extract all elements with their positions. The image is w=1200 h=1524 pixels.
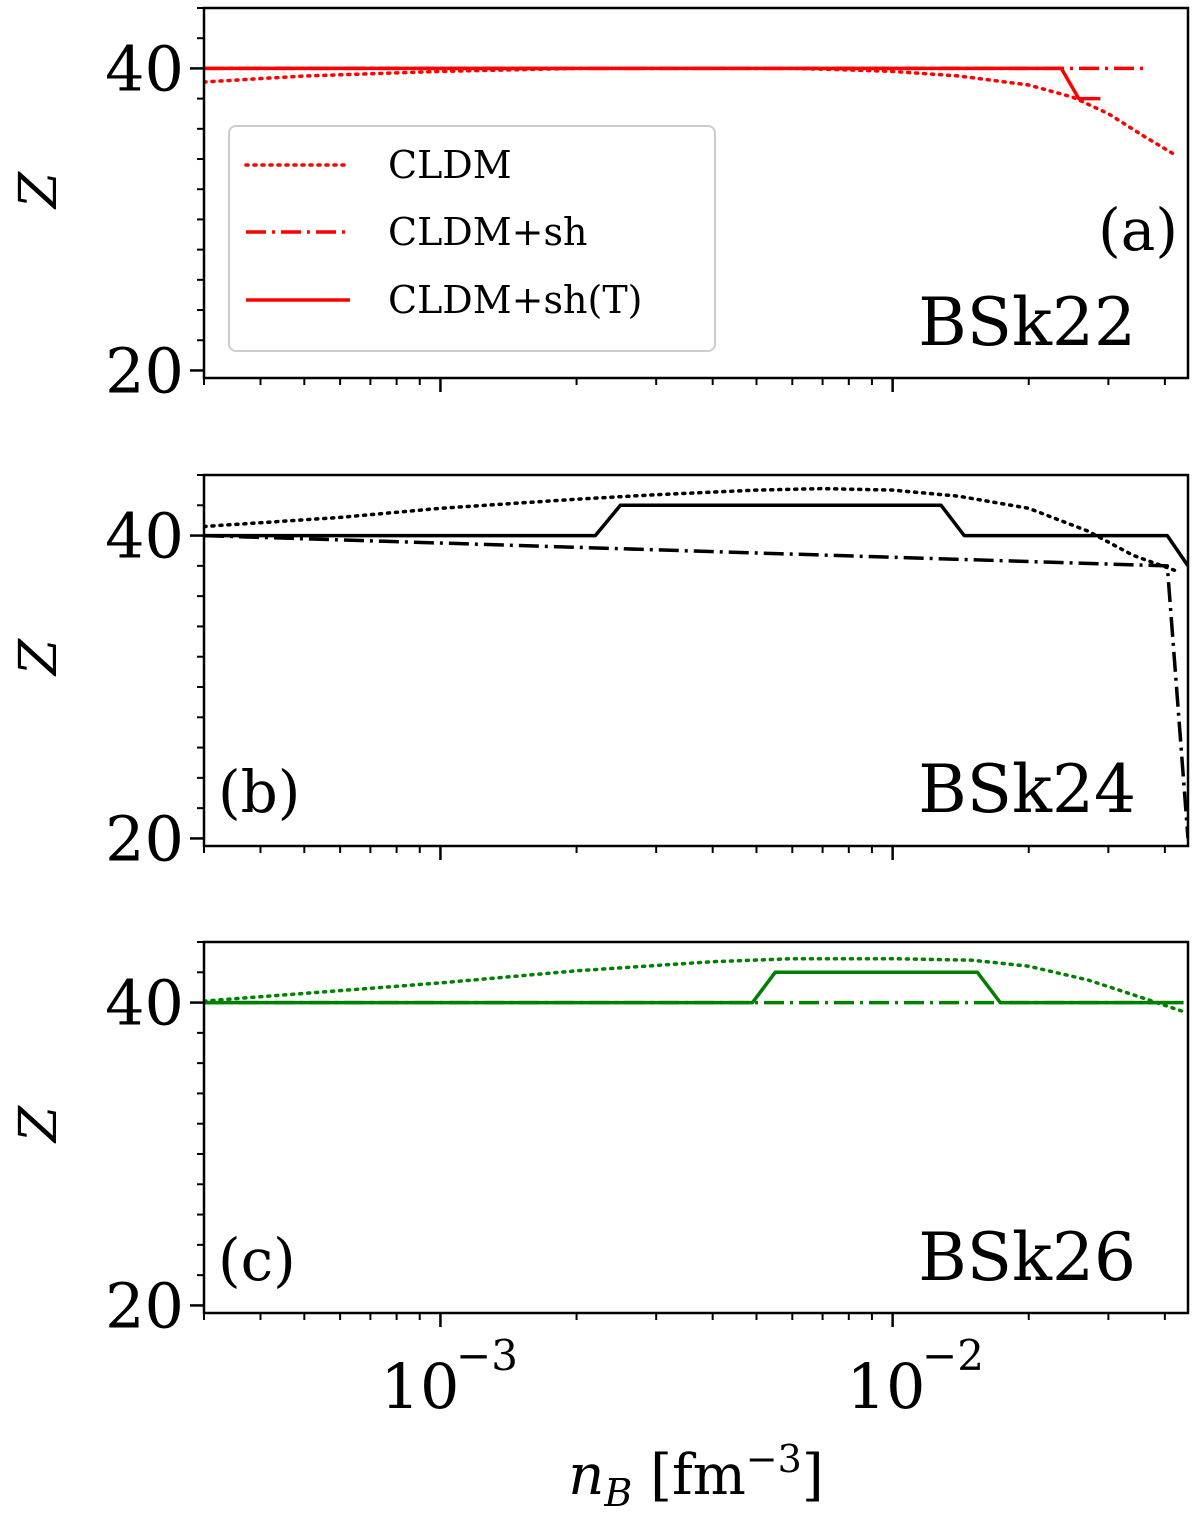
panel-b-series-cldm-sh-t xyxy=(204,503,1188,567)
panel-b-lines xyxy=(204,486,1188,839)
x-tick-label-0-exp: −3 xyxy=(456,1331,518,1380)
panel-b-y-tick-label: 20 xyxy=(105,802,184,875)
legend-label-cldm-sh-t: CLDM+sh(T) xyxy=(388,278,643,322)
panel-b-y-tick-label: 40 xyxy=(105,500,184,573)
panel-c-y-tick-label: 40 xyxy=(105,967,184,1040)
panel-b-series-cldm xyxy=(204,486,1181,574)
x-axis-title: nB [fm−3] xyxy=(568,1437,823,1515)
x-axis-title-var: n xyxy=(568,1443,604,1508)
panel-a-lines xyxy=(204,66,1177,157)
panel-a-y-tick-label: 40 xyxy=(105,32,184,105)
legend-label-cldm: CLDM xyxy=(388,143,512,187)
legend-box xyxy=(228,125,716,352)
x-tick-label-0-base: 10 xyxy=(381,1350,460,1423)
x-axis-title-close: ] xyxy=(802,1443,824,1508)
panel-c-panel-label: (c) xyxy=(218,1226,296,1294)
x-axis-title-unit: [fm xyxy=(632,1443,745,1508)
panel-a-y-tick-label: 20 xyxy=(105,334,184,407)
panel-c-lines xyxy=(204,956,1186,1014)
x-tick-label-1-exp: −2 xyxy=(922,1331,984,1380)
x-axis-title-sup: −3 xyxy=(746,1437,802,1481)
panel-c-series-cldm-sh-t xyxy=(204,970,1184,1005)
panel-b-ylabel: Z xyxy=(9,638,69,677)
panel-c-ylabel: Z xyxy=(9,1105,69,1144)
panel-c-series-cldm xyxy=(204,956,1186,1014)
panel-c-y-tick-label: 20 xyxy=(105,1269,184,1342)
x-tick-label-1-base: 10 xyxy=(847,1350,926,1423)
panel-a-series-cldm xyxy=(204,66,1177,157)
legend: CLDM CLDM+sh CLDM+sh(T) xyxy=(228,125,716,352)
panel-c-frame xyxy=(202,940,1190,1315)
panel-a-ylabel: Z xyxy=(9,171,69,210)
panel-c-model-label: BSk26 xyxy=(918,1219,1136,1296)
legend-label-cldm-sh: CLDM+sh xyxy=(388,210,588,254)
panel-b-series-cldm-sh xyxy=(204,533,1188,839)
panel-a-model-label: BSk22 xyxy=(918,284,1136,361)
x-tick-label-0: 10 −3 xyxy=(381,1331,518,1423)
panel-a-panel-label: (a) xyxy=(1098,196,1178,264)
panel-b-panel-label: (b) xyxy=(218,758,300,826)
panel-b-model-label: BSk24 xyxy=(918,751,1136,828)
panel-a-series-cldm-sh-t xyxy=(204,66,1101,101)
x-axis-title-sub: B xyxy=(603,1471,632,1515)
panel-b-frame xyxy=(202,473,1190,848)
x-tick-label-1: 10 −2 xyxy=(847,1331,984,1423)
panel-a-frame xyxy=(202,6,1190,380)
